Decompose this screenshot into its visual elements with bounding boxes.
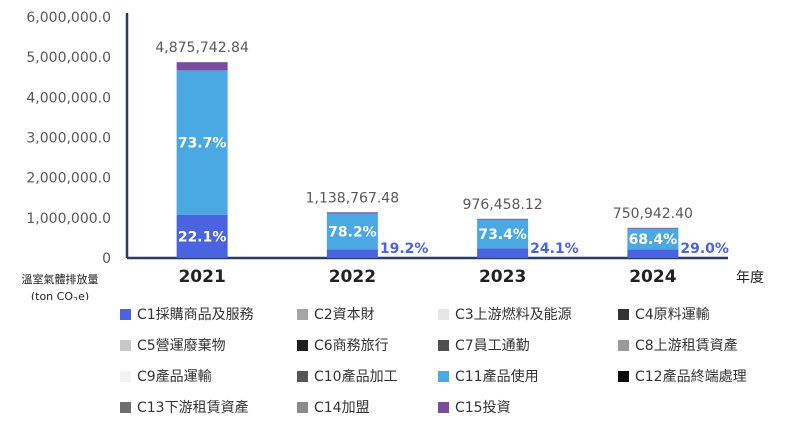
legend-item: C9產品運輸	[120, 364, 212, 388]
bar-segment-2023-s0	[477, 248, 529, 258]
bar-segment-2022-s1	[326, 213, 378, 250]
legend-label: C2資本財	[314, 307, 375, 323]
y-tick-label: 6,000,000.0	[26, 10, 111, 26]
legend-swatch	[297, 308, 308, 320]
legend-swatch	[297, 339, 308, 351]
bar-percent-label: 24.1%	[530, 241, 579, 257]
legend-swatch	[120, 339, 131, 351]
legend-item: C5營運廢棄物	[120, 333, 226, 357]
x-tick-label: 2021	[178, 267, 225, 287]
stacked-bar-chart: 0 1,000,000.0 2,000,000.0 3,000,000.0 4,000,…	[22, 10, 765, 300]
legend-swatch	[438, 401, 449, 413]
legend-item: C2資本財	[297, 302, 375, 326]
bar-segment-2024-s1	[627, 228, 679, 250]
legend-swatch	[618, 339, 629, 351]
legend-swatch	[438, 308, 449, 320]
y-tick-label: 2,000,000.0	[26, 171, 111, 187]
legend-label: C12產品終端處理	[635, 369, 747, 385]
legend-item: C1採購商品及服務	[120, 302, 254, 326]
bar-percent-label: 68.4%	[629, 232, 678, 248]
legend-item: C3上游燃料及能源	[438, 302, 572, 326]
legend-swatch	[120, 401, 131, 413]
bar-segment-2022-s0	[326, 249, 378, 258]
bar-percent-label: 19.2%	[380, 241, 429, 257]
legend-label: C11產品使用	[455, 369, 539, 385]
legend-swatch	[438, 370, 449, 382]
legend-label: C4原料運輸	[635, 307, 710, 323]
y-tick-label: 3,000,000.0	[26, 131, 111, 147]
legend-label: C3上游燃料及能源	[455, 307, 572, 323]
bar-total-label: 976,458.12	[463, 197, 543, 213]
legend-item: C4原料運輸	[618, 302, 710, 326]
bar-segment-2023-s2	[477, 218, 529, 220]
legend-label: C15投資	[455, 400, 511, 416]
legend-item: C8上游租賃資產	[618, 333, 738, 357]
legend-swatch	[120, 308, 131, 320]
legend-label: C14加盟	[314, 400, 370, 416]
x-tick-label: 2024	[629, 267, 676, 287]
legend-label: C1採購商品及服務	[137, 307, 254, 323]
y-tick-label: 5,000,000.0	[26, 50, 111, 66]
legend-item: C13下游租賃資產	[120, 395, 249, 419]
legend-swatch	[297, 370, 308, 382]
bar-segment-2021-s2	[176, 62, 228, 71]
bar-total-label: 750,942.40	[613, 206, 693, 222]
legend-swatch	[120, 370, 131, 382]
bar-segment-2021-s0	[176, 214, 228, 258]
bar-percent-label: 29.0%	[680, 241, 729, 257]
legend-label: C13下游租賃資產	[137, 400, 249, 416]
y-axis-unit-subscript: 2	[73, 296, 78, 300]
bar-segment-2023-s1	[477, 219, 529, 249]
legend-label: C6商務旅行	[314, 338, 389, 354]
x-tick-label: 2022	[329, 267, 376, 287]
bar-segment-2024-s2	[627, 227, 679, 229]
bar-segment-2021-s1	[176, 70, 228, 215]
y-tick-label: 1,000,000.0	[26, 211, 111, 227]
bar-segment-2022-s2	[326, 212, 378, 214]
y-axis-title: 溫室氣體排放量	[22, 272, 99, 286]
legend-swatch	[438, 339, 449, 351]
x-tick-label: 2023	[479, 267, 526, 287]
legend-label: C10產品加工	[314, 369, 398, 385]
y-tick-label: 0	[102, 251, 111, 267]
x-axis-title: 年度	[736, 270, 764, 286]
legend-item: C14加盟	[297, 395, 370, 419]
y-tick-label: 4,000,000.0	[26, 90, 111, 106]
y-axis-unit: (ton CO2e)	[31, 290, 89, 300]
legend-swatch	[618, 308, 629, 320]
bar-percent-label: 73.7%	[178, 136, 227, 152]
bar-total-label: 4,875,742.84	[155, 40, 249, 56]
legend-label: C7員工通勤	[455, 338, 530, 354]
bar-percent-label: 78.2%	[328, 224, 377, 240]
legend-item: C12產品終端處理	[618, 364, 747, 388]
legend-label: C5營運廢棄物	[137, 338, 226, 354]
legend-swatch	[297, 401, 308, 413]
bar-percent-label: 22.1%	[178, 229, 227, 245]
legend-item: C15投資	[438, 395, 511, 419]
legend-item: C11產品使用	[438, 364, 539, 388]
bar-percent-label: 73.4%	[478, 227, 527, 243]
y-axis-unit-prefix: (ton CO	[31, 290, 73, 300]
y-axis-unit-suffix: e)	[78, 290, 89, 300]
legend-label: C9產品運輸	[137, 369, 212, 385]
legend-item: C10產品加工	[297, 364, 398, 388]
legend-swatch	[618, 370, 629, 382]
bar-total-label: 1,138,767.48	[306, 190, 400, 206]
legend-item: C6商務旅行	[297, 333, 389, 357]
legend-label: C8上游租賃資產	[635, 338, 738, 354]
bar-segment-2024-s0	[627, 249, 679, 258]
legend-item: C7員工通勤	[438, 333, 530, 357]
